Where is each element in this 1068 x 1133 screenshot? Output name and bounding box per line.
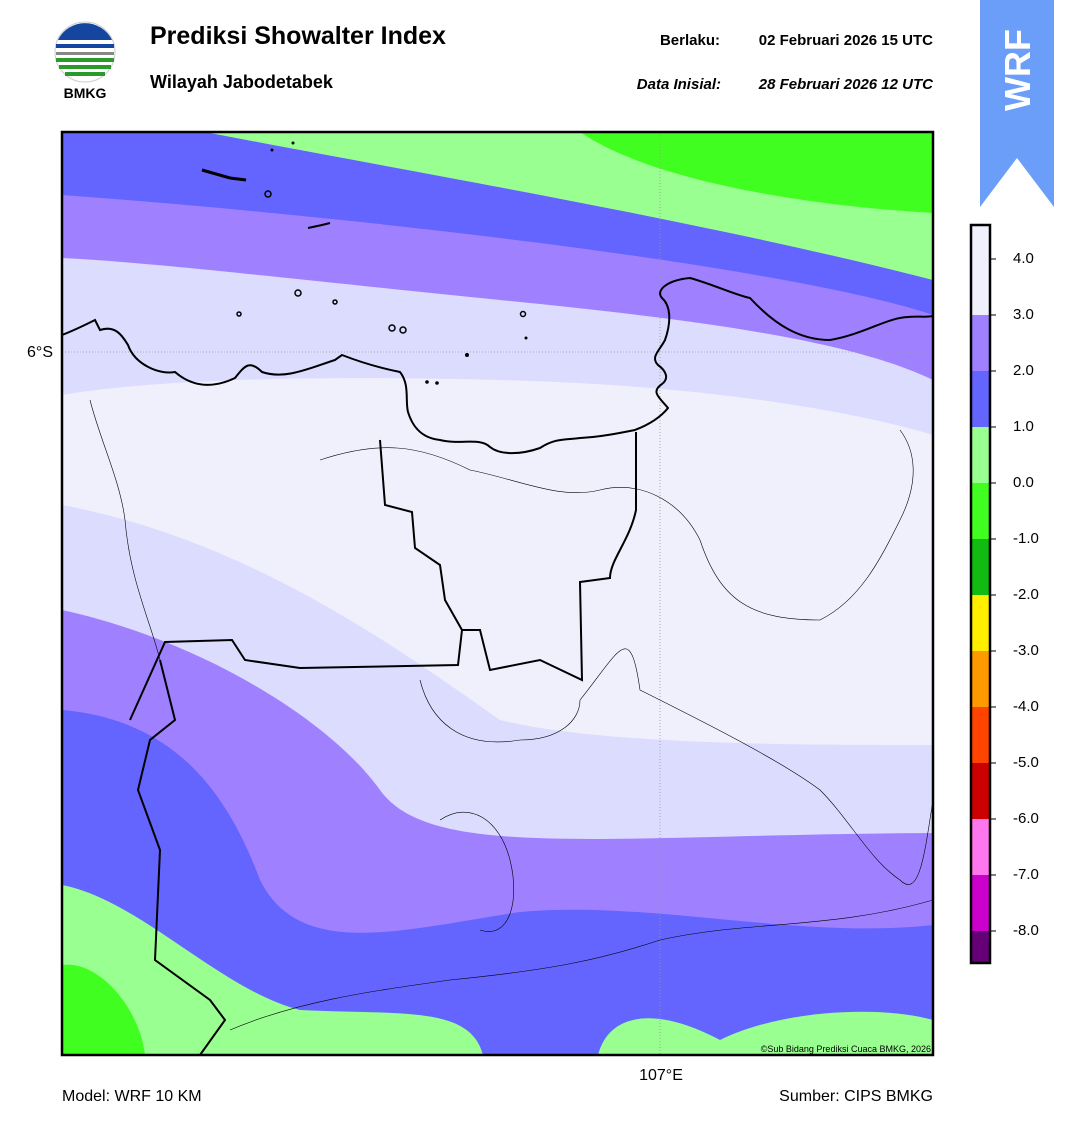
valid-value: 02 Februari 2026 15 UTC [759, 32, 933, 49]
colorbar-tick-label: 0.0 [1013, 474, 1034, 491]
badge [980, 0, 1054, 207]
colorbar-frame [969, 223, 992, 965]
valid-label: Berlaku: [660, 32, 720, 49]
badge-text: WRF [997, 29, 1038, 111]
colorbar-segment [971, 651, 990, 707]
colorbar-tick-label: -2.0 [1013, 586, 1039, 603]
colorbar-segment [971, 315, 990, 371]
island [332, 299, 338, 305]
island [294, 289, 302, 297]
field [580, 132, 933, 213]
province-border [462, 432, 637, 682]
colorbar-tick-label: -5.0 [1013, 754, 1039, 771]
colorbar: 4.0 3.0 2.0 1.0 0.0 -1.0 -2.0 -3.0 -4.0 -5.0 -6.0 -… [969, 223, 1039, 965]
colorbar-tick-label: -7.0 [1013, 866, 1039, 883]
colorbar-segment [971, 539, 990, 595]
title: Prediksi Showalter Index [150, 22, 446, 50]
colorbar-segment [971, 763, 990, 819]
credit: ©Sub Bidang Prediksi Cuaca BMKG, 2026 [761, 1044, 931, 1054]
subtitle: Wilayah Jabodetabek [150, 72, 334, 92]
island [201, 168, 247, 182]
source: Sumber: CIPS BMKG [779, 1088, 933, 1105]
bmkg-logo: BMKG [54, 21, 116, 101]
colorbar-segment [971, 483, 990, 539]
island [524, 336, 528, 340]
model: Model: WRF 10 KM [62, 1088, 202, 1105]
map-frame [60, 130, 935, 1057]
colorbar-tick-label: 1.0 [1013, 418, 1034, 435]
district-border [89, 399, 933, 1031]
colorbar-tick-label: 2.0 [1013, 362, 1034, 379]
field [62, 964, 145, 1055]
island [291, 141, 295, 145]
colorbar-segment [971, 931, 990, 963]
colorbar-segment [971, 427, 990, 483]
island [270, 148, 274, 152]
colorbar-segment [971, 875, 990, 931]
init-value: 28 Februari 2026 12 UTC [758, 76, 934, 93]
colorbar-tick-label: -6.0 [1013, 810, 1039, 827]
island [465, 353, 469, 357]
island [399, 326, 407, 334]
init-label: Data Inisial: [637, 76, 721, 93]
colorbar-tick-label: -1.0 [1013, 530, 1039, 547]
colorbar-segment [971, 595, 990, 651]
colorbar-segment [971, 707, 990, 763]
island [435, 381, 439, 385]
colorbar-tick-label: -3.0 [1013, 642, 1039, 659]
colorbar-segment [971, 371, 990, 427]
island [307, 222, 331, 229]
field [62, 885, 483, 1055]
colorbar-tick-label: -8.0 [1013, 922, 1039, 939]
lat-label: 6°S [27, 344, 53, 361]
lon-label: 107°E [639, 1067, 683, 1084]
colorbar-tick-label: 3.0 [1013, 306, 1034, 323]
logo-text: BMKG [64, 85, 107, 101]
island [388, 324, 396, 332]
island [519, 310, 527, 318]
island [425, 380, 429, 384]
field [62, 710, 933, 1055]
colorbar-segment [971, 819, 990, 875]
map: ©Sub Bidang Prediksi Cuaca BMKG, 2026 [62, 132, 933, 1055]
colorbar-segment [971, 225, 990, 315]
island [236, 311, 242, 317]
field [598, 1011, 933, 1055]
colorbar-tick-label: -4.0 [1013, 698, 1039, 715]
province-border [136, 659, 227, 1055]
coastline [62, 276, 933, 455]
colorbar-tick-label: 4.0 [1013, 250, 1034, 267]
island [264, 190, 272, 198]
